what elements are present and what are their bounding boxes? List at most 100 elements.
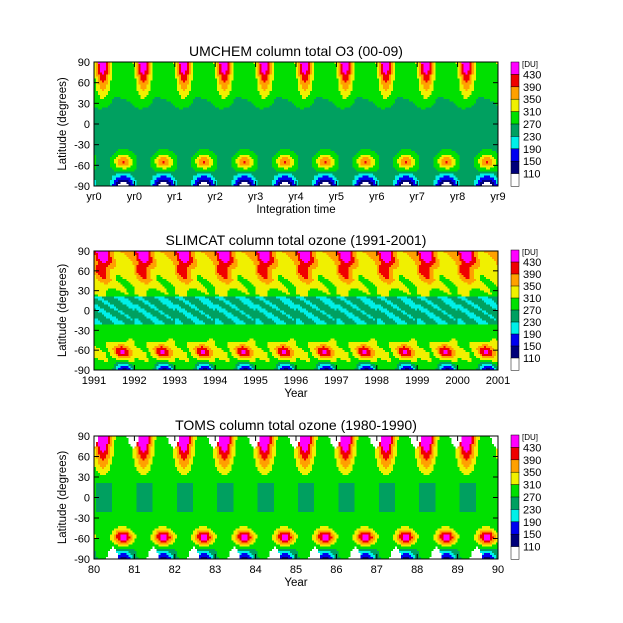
x-tick-label: 80 [88, 564, 100, 576]
colorbar-swatch [511, 547, 519, 560]
x-tick-label: 1997 [324, 375, 348, 387]
colorbar-swatch [511, 358, 519, 370]
colorbar-swatch [511, 334, 519, 346]
colorbar-swatch [511, 435, 519, 448]
y-tick-label: 0 [84, 306, 90, 318]
y-tick-label: -60 [74, 160, 90, 172]
colorbar-swatch [511, 62, 519, 75]
chart-title: TOMS column total ozone (1980-1990) [175, 417, 417, 433]
x-tick-label: yr2 [208, 191, 223, 203]
colorbar-swatch [511, 112, 519, 125]
x-tick-label: yr6 [369, 191, 384, 203]
colorbar-label: 390 [523, 269, 541, 281]
x-tick-label: 89 [451, 564, 463, 576]
colorbar-swatch [511, 262, 519, 274]
x-tick-label: 86 [330, 564, 342, 576]
colorbar-label: 230 [523, 504, 541, 516]
ozone-field-toms [94, 436, 499, 560]
x-tick-label: 1996 [284, 375, 308, 387]
colorbar-unit: [DU] [522, 60, 538, 69]
x-tick-label: 81 [128, 564, 140, 576]
x-tick-label: 82 [169, 564, 181, 576]
x-tick-label: 1991 [82, 375, 106, 387]
colorbar-label: 150 [523, 341, 541, 353]
colorbar-swatch [511, 346, 519, 358]
y-tick-label: 30 [78, 472, 90, 484]
colorbar-unit: [DU] [522, 433, 538, 442]
x-axis-label: Year [284, 388, 307, 400]
y-tick-label: 90 [78, 431, 90, 443]
x-tick-label: 85 [290, 564, 302, 576]
colorbar-label: 150 [523, 529, 541, 541]
y-axis-label: Latitude (degrees) [57, 77, 69, 171]
y-axis-label: Latitude (degrees) [57, 451, 69, 545]
colorbar-swatch [511, 472, 519, 485]
colorbar-label: 390 [523, 82, 541, 94]
colorbar-swatch [511, 87, 519, 100]
colorbar-label: 230 [523, 317, 541, 329]
colorbar-swatch [511, 497, 519, 510]
colorbar-swatch [511, 310, 519, 322]
x-tick-label: 2001 [486, 375, 510, 387]
colorbar-label: 110 [523, 353, 541, 365]
x-tick-label: 2000 [445, 375, 469, 387]
colorbar-label: 190 [523, 329, 541, 341]
x-tick-label: 87 [371, 564, 383, 576]
colorbar-swatch [511, 149, 519, 162]
colorbar-label: 310 [523, 480, 541, 492]
y-tick-label: 0 [84, 119, 90, 131]
colorbar-label: 430 [523, 69, 541, 81]
colorbar-label: 350 [523, 94, 541, 106]
colorbar-swatch [511, 534, 519, 547]
panel-toms: TOMS column total ozone (1980-1990) 90 60 3… [57, 417, 541, 589]
colorbar-label: 270 [523, 305, 541, 317]
colorbar-swatch [511, 161, 519, 174]
colorbar-swatch [511, 286, 519, 298]
x-tick-label: yr0 [127, 191, 142, 203]
colorbar-label: 350 [523, 467, 541, 479]
y-tick-label: -30 [74, 140, 90, 152]
x-tick-label: 1994 [203, 375, 227, 387]
y-tick-label: -30 [74, 325, 90, 337]
x-tick-label: 83 [209, 564, 221, 576]
x-tick-label: yr0 [86, 191, 101, 203]
y-tick-label: 60 [78, 452, 90, 464]
y-tick-label: 0 [84, 493, 90, 505]
colorbar-swatch [511, 522, 519, 535]
x-tick-label: yr5 [329, 191, 344, 203]
colorbar-swatch [511, 274, 519, 286]
x-tick-label: 1999 [405, 375, 429, 387]
colorbar-swatch [511, 298, 519, 310]
colorbar-swatch [511, 485, 519, 498]
y-axis-label: Latitude (degrees) [57, 264, 69, 358]
x-tick-label: 1995 [243, 375, 267, 387]
x-tick-label: 1993 [163, 375, 187, 387]
colorbar-swatch [511, 509, 519, 522]
panel-slimcat: SLIMCAT column total ozone (1991-2001)90… [57, 232, 541, 400]
x-tick-label: yr8 [450, 191, 465, 203]
x-tick-label: yr3 [248, 191, 263, 203]
y-tick-label: 60 [78, 78, 90, 90]
colorbar-label: 270 [523, 492, 541, 504]
y-tick-label: -60 [74, 534, 90, 546]
colorbar-label: 190 [523, 144, 541, 156]
colorbar-label: 230 [523, 131, 541, 143]
chart-title: UMCHEM column total O3 (00-09) [189, 43, 403, 59]
colorbar-swatch [511, 174, 519, 187]
x-tick-label: yr4 [288, 191, 303, 203]
ozone-field-umchem [94, 62, 499, 187]
colorbar-label: 110 [523, 169, 541, 181]
x-tick-label: yr9 [490, 191, 505, 203]
colorbar-label: 430 [523, 257, 541, 269]
x-tick-label: yr7 [410, 191, 425, 203]
colorbar-swatch [511, 99, 519, 112]
colorbar-label: 110 [523, 542, 541, 554]
colorbar-swatch [511, 136, 519, 149]
colorbar-label: 350 [523, 281, 541, 293]
colorbar-label: 310 [523, 107, 541, 119]
colorbar-swatch [511, 447, 519, 460]
x-axis-label: Integration time [256, 204, 335, 216]
ozone-field-slimcat [94, 251, 499, 371]
